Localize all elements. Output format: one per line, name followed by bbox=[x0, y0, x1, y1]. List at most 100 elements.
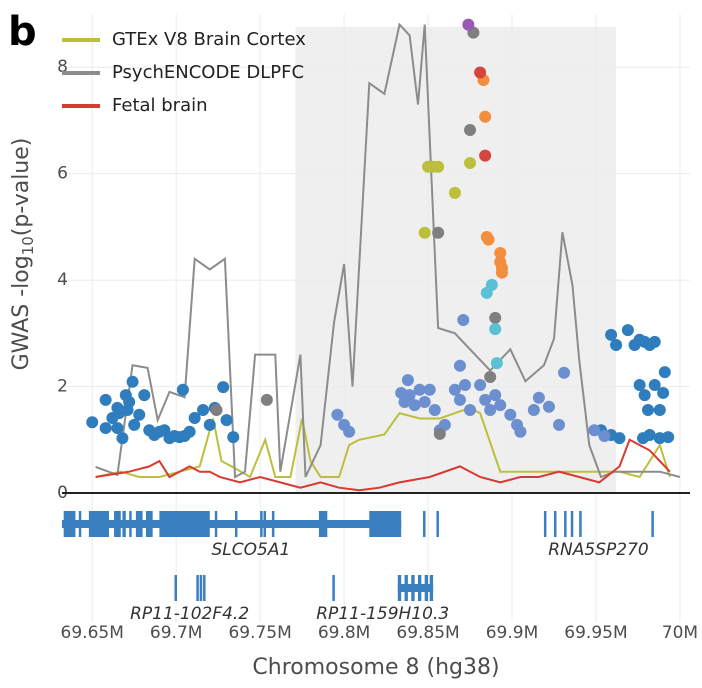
snp-point bbox=[99, 422, 112, 435]
legend-label: PsychENCODE DLPFC bbox=[112, 62, 304, 83]
exon bbox=[234, 511, 238, 537]
snp-point bbox=[489, 389, 502, 402]
snp-point bbox=[432, 160, 445, 173]
snp-point bbox=[99, 393, 112, 406]
snp-point bbox=[610, 339, 623, 352]
x-tick-label: 69.8M bbox=[318, 623, 371, 643]
snp-point bbox=[474, 66, 487, 79]
snp-point bbox=[605, 328, 618, 341]
snp-point bbox=[86, 416, 99, 429]
y-title-sub: 10 bbox=[19, 236, 37, 255]
exon bbox=[214, 511, 218, 537]
exon bbox=[651, 511, 654, 537]
y-axis-title: GWAS -log10(p-value) bbox=[9, 138, 37, 371]
snp-point bbox=[588, 424, 601, 437]
snp-point bbox=[458, 378, 471, 391]
snp-point bbox=[217, 381, 230, 394]
snp-point bbox=[260, 393, 273, 406]
gene-label: RNA5SP270 bbox=[548, 540, 648, 560]
highlight-region bbox=[295, 26, 617, 493]
snp-point bbox=[128, 418, 141, 431]
exon bbox=[424, 575, 429, 601]
snp-point bbox=[418, 226, 431, 239]
snp-point bbox=[433, 427, 446, 440]
snp-point bbox=[111, 422, 124, 435]
exon bbox=[78, 511, 82, 537]
exon bbox=[203, 575, 206, 601]
x-tick-label: 70M bbox=[662, 623, 698, 643]
snp-point bbox=[453, 359, 466, 372]
snp-point bbox=[479, 149, 492, 162]
x-tick-label: 69.75M bbox=[228, 623, 291, 643]
snp-point bbox=[643, 428, 656, 441]
snp-point bbox=[598, 430, 611, 443]
snp-point bbox=[462, 18, 475, 31]
gene-label: RP11-102F4.2 bbox=[130, 604, 249, 624]
exon bbox=[397, 575, 402, 601]
x-tick-label: 69.7M bbox=[150, 623, 203, 643]
snp-point bbox=[504, 408, 517, 421]
gene-body bbox=[62, 520, 402, 528]
x-tick-label: 69.65M bbox=[61, 623, 124, 643]
snp-point bbox=[401, 374, 414, 387]
x-tick-label: 69.95M bbox=[564, 623, 627, 643]
snp-point bbox=[423, 383, 436, 396]
exon bbox=[159, 511, 210, 537]
snp-point bbox=[116, 432, 129, 445]
snp-point bbox=[448, 383, 461, 396]
panel-label: b bbox=[8, 9, 37, 55]
exon bbox=[63, 511, 76, 537]
snp-point bbox=[408, 399, 421, 412]
snp-point bbox=[220, 414, 233, 427]
exon bbox=[199, 575, 203, 601]
legend-label: Fetal brain bbox=[112, 95, 208, 116]
y-tick-label: 2 bbox=[57, 377, 68, 397]
snp-point bbox=[658, 366, 671, 379]
exon bbox=[122, 511, 126, 537]
snp-point bbox=[553, 418, 566, 431]
snp-point bbox=[126, 375, 139, 388]
y-tick-label: 8 bbox=[57, 57, 68, 77]
exon bbox=[404, 575, 408, 601]
snp-point bbox=[558, 366, 571, 379]
snp-point bbox=[138, 389, 151, 402]
snp-point bbox=[657, 386, 670, 399]
track-line bbox=[95, 406, 671, 479]
exon bbox=[260, 511, 263, 537]
snp-point bbox=[418, 395, 431, 408]
exon bbox=[369, 511, 402, 537]
x-axis-title: Chromosome 8 (hg38) bbox=[252, 655, 499, 680]
x-tick-label: 69.85M bbox=[396, 623, 459, 643]
exon bbox=[436, 511, 439, 537]
snp-point bbox=[479, 393, 492, 406]
exon bbox=[88, 511, 110, 537]
snp-point bbox=[532, 391, 545, 404]
snp-point bbox=[133, 408, 146, 421]
exon bbox=[332, 575, 335, 601]
snp-point bbox=[432, 226, 445, 239]
snp-point bbox=[489, 311, 502, 324]
snp-point bbox=[514, 425, 527, 438]
exon bbox=[196, 575, 199, 601]
snp-point bbox=[448, 186, 461, 199]
snp-point bbox=[621, 324, 634, 337]
gene-label: RP11-159H10.3 bbox=[316, 604, 449, 624]
gene-label: SLCO5A1 bbox=[212, 540, 291, 560]
snp-point bbox=[227, 431, 240, 444]
exon bbox=[174, 575, 178, 601]
snp-point bbox=[403, 389, 416, 402]
track-line bbox=[95, 438, 671, 492]
snp-point bbox=[482, 233, 495, 246]
snp-point bbox=[638, 389, 651, 402]
exon bbox=[417, 575, 422, 601]
exon bbox=[114, 511, 121, 537]
snp-point bbox=[464, 403, 477, 416]
snp-point bbox=[197, 403, 210, 416]
snp-point bbox=[527, 403, 540, 416]
snp-point bbox=[485, 278, 498, 291]
snp-point bbox=[613, 432, 626, 445]
legend-label: GTEx V8 Brain Cortex bbox=[112, 29, 306, 50]
snp-point bbox=[653, 403, 666, 416]
snp-point bbox=[648, 378, 661, 391]
y-tick-label: 4 bbox=[57, 270, 68, 290]
